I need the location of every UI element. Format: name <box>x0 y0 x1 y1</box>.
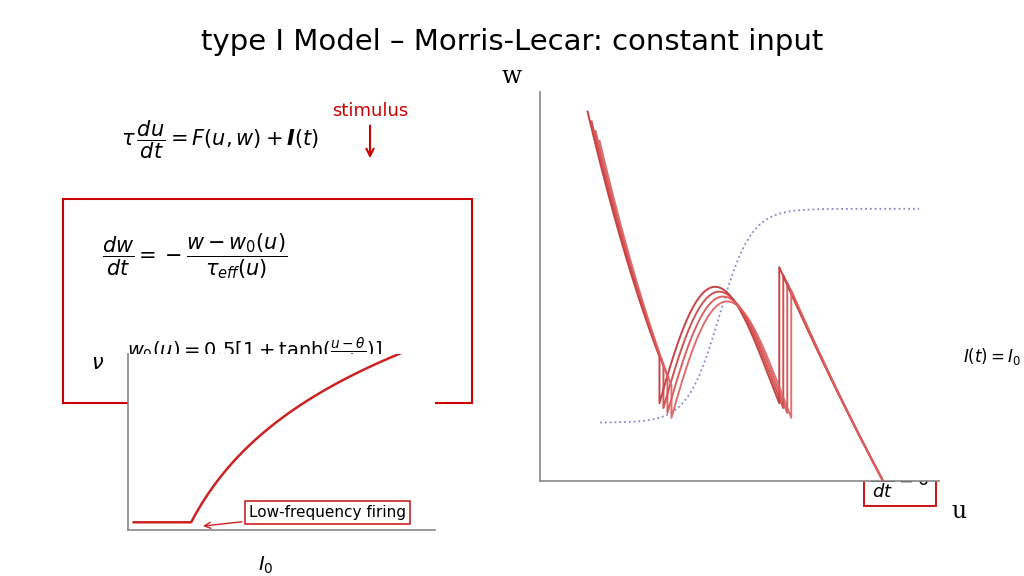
Text: $I_0$: $I_0$ <box>258 555 274 576</box>
Text: stimulus: stimulus <box>332 102 409 156</box>
Text: $\dfrac{dw}{dt} = -\dfrac{w - w_0(u)}{\tau_{eff}(u)}$: $\dfrac{dw}{dt} = -\dfrac{w - w_0(u)}{\t… <box>102 231 288 281</box>
Text: $w_0(u) = 0.5[1 + \tanh(\frac{u-\theta}{d})]$: $w_0(u) = 0.5[1 + \tanh(\frac{u-\theta}{… <box>127 336 383 368</box>
Text: Low-frequency firing: Low-frequency firing <box>205 505 407 528</box>
Text: $\dfrac{dw}{dt} = 0$: $\dfrac{dw}{dt} = 0$ <box>868 109 931 147</box>
Text: $\tau \,\dfrac{du}{dt} = F(u,w) + \boldsymbol{I}(t)$: $\tau \,\dfrac{du}{dt} = F(u,w) + \bolds… <box>121 119 319 161</box>
Text: w: w <box>502 65 522 88</box>
Text: type I Model – Morris-Lecar: constant input: type I Model – Morris-Lecar: constant in… <box>201 28 823 56</box>
Text: $\dfrac{du}{dt} = 0$: $\dfrac{du}{dt} = 0$ <box>870 462 930 500</box>
Text: u: u <box>951 501 966 524</box>
Text: $\nu$: $\nu$ <box>91 354 103 373</box>
Text: $I(t)=I_0$: $I(t)=I_0$ <box>963 346 1021 367</box>
